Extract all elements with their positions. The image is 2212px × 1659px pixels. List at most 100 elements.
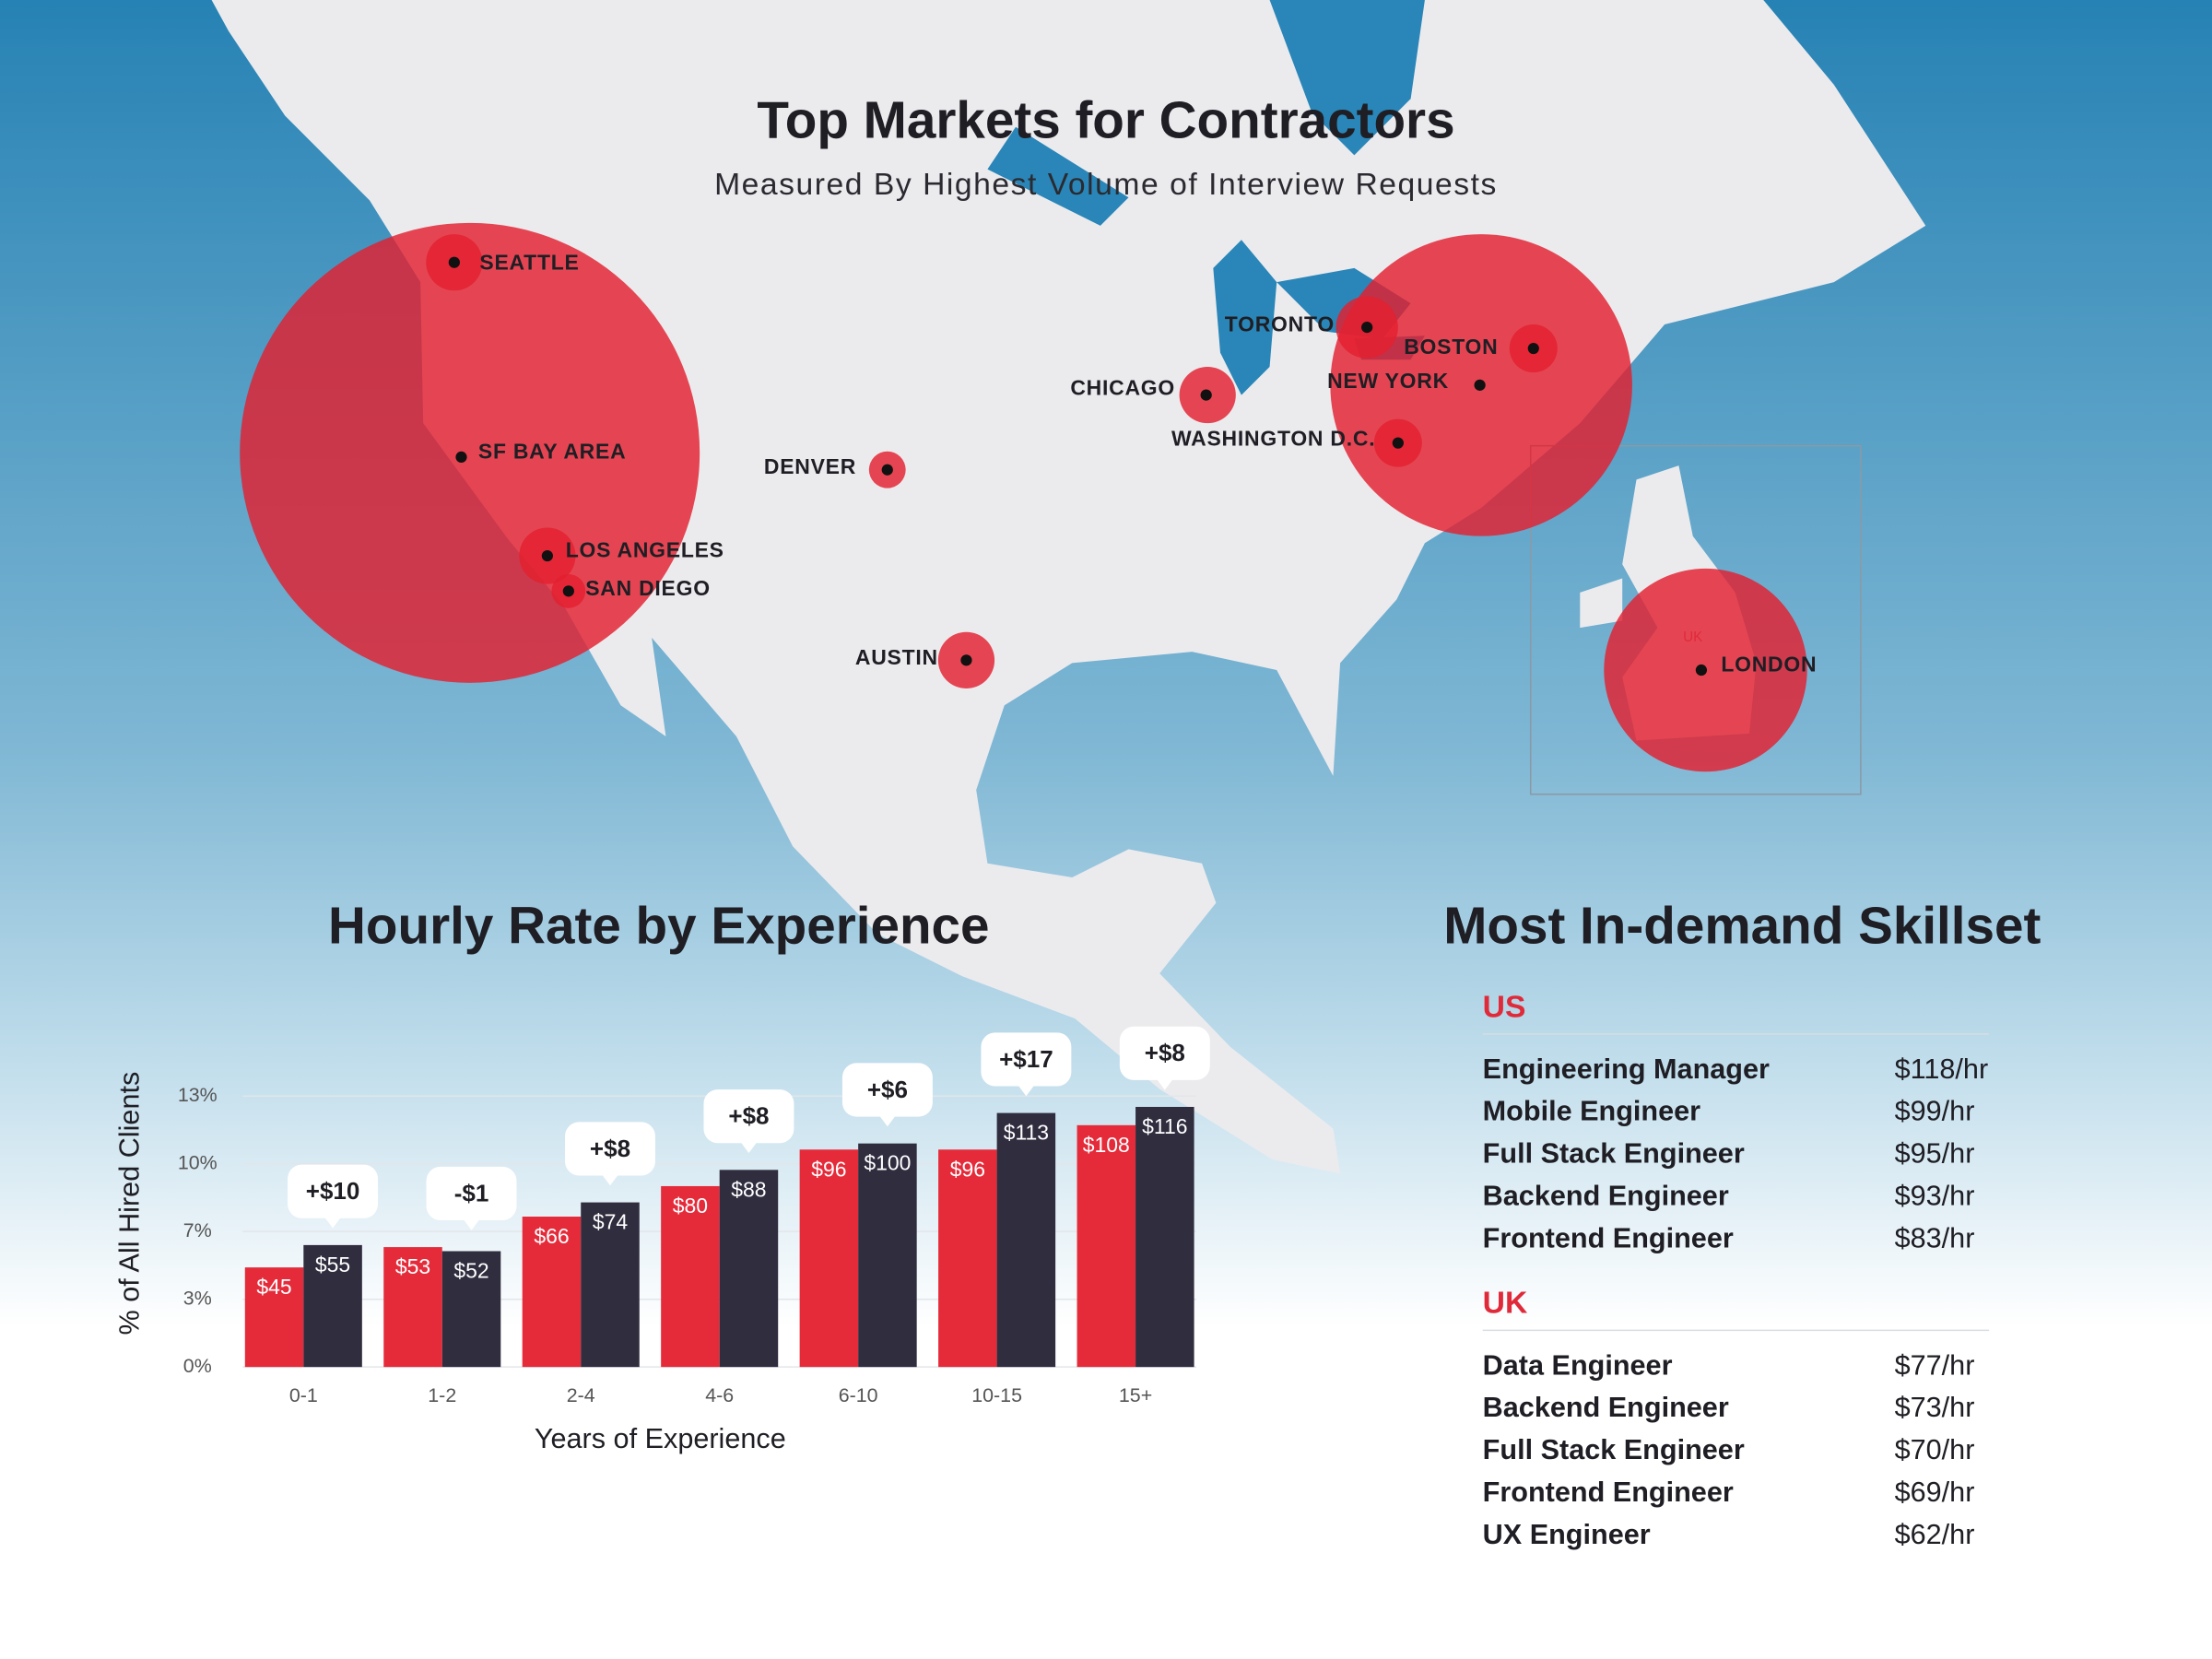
market-circle bbox=[240, 222, 700, 683]
city-label: TORONTO bbox=[1225, 312, 1335, 336]
region-heading: US bbox=[1483, 990, 1526, 1024]
city-dot bbox=[562, 585, 574, 597]
city-dot bbox=[1200, 389, 1212, 401]
change-bubble bbox=[841, 1063, 933, 1117]
skill-rate: $99/hr bbox=[1895, 1096, 1975, 1127]
bar bbox=[441, 1251, 501, 1368]
skill-name: Mobile Engineer bbox=[1483, 1096, 1700, 1127]
city-dot bbox=[960, 654, 972, 666]
bar bbox=[858, 1143, 917, 1368]
change-label: +$6 bbox=[867, 1076, 908, 1103]
skill-name: Backend Engineer bbox=[1483, 1181, 1729, 1212]
skill-name: Engineering Manager bbox=[1483, 1053, 1770, 1085]
skill-rate: $95/hr bbox=[1895, 1138, 1975, 1170]
change-bubble bbox=[288, 1164, 379, 1218]
change-label: +$10 bbox=[306, 1177, 360, 1205]
change-bubble bbox=[565, 1122, 655, 1176]
y-axis-label: % of All Hired Clients bbox=[113, 1072, 145, 1335]
change-label: +$8 bbox=[728, 1102, 769, 1130]
bar bbox=[1135, 1106, 1194, 1368]
y-tick-label: 7% bbox=[183, 1219, 212, 1241]
change-label: +$8 bbox=[1145, 1039, 1185, 1066]
region-heading: UK bbox=[1483, 1287, 1528, 1321]
change-label: +$8 bbox=[590, 1135, 630, 1162]
y-tick-label: 13% bbox=[178, 1084, 218, 1106]
bar bbox=[719, 1170, 779, 1368]
x-tick-label: 15+ bbox=[1119, 1384, 1152, 1406]
city-dot bbox=[455, 451, 467, 464]
bar bbox=[244, 1267, 304, 1368]
map-title: Top Markets for Contractors bbox=[757, 92, 1454, 150]
change-bubble-tail bbox=[878, 1115, 897, 1127]
skill-rate: $70/hr bbox=[1895, 1434, 1975, 1465]
city-label: LOS ANGELES bbox=[566, 538, 724, 562]
city-label: LONDON bbox=[1721, 653, 1817, 677]
city-label: CHICAGO bbox=[1070, 376, 1175, 400]
market-circles: SEATTLE SF BAY AREA LOS ANGELES SAN DIEGO DE… bbox=[240, 222, 1817, 772]
city-dot bbox=[1695, 664, 1708, 677]
city-label: SEATTLE bbox=[479, 250, 579, 274]
bar-rate-label: $96 bbox=[811, 1157, 846, 1181]
y-tick-label: 3% bbox=[183, 1287, 212, 1309]
y-tick-label: 10% bbox=[178, 1151, 218, 1173]
bar bbox=[303, 1244, 362, 1368]
bar-rate-label: $80 bbox=[673, 1194, 708, 1218]
skill-rate: $69/hr bbox=[1895, 1477, 1975, 1508]
change-label: +$17 bbox=[999, 1045, 1053, 1073]
bar bbox=[661, 1185, 720, 1368]
change-bubble-tail bbox=[740, 1141, 758, 1153]
x-tick-label: 0-1 bbox=[289, 1384, 318, 1406]
bar-rate-label: $74 bbox=[593, 1210, 629, 1234]
skill-name: Full Stack Engineer bbox=[1483, 1138, 1745, 1170]
skill-rate: $83/hr bbox=[1895, 1223, 1975, 1254]
skill-name: Backend Engineer bbox=[1483, 1392, 1729, 1423]
x-tick-label: 2-4 bbox=[567, 1384, 595, 1406]
city-label: DENVER bbox=[764, 454, 856, 478]
change-bubble bbox=[1119, 1026, 1210, 1080]
skill-rate: $73/hr bbox=[1895, 1392, 1975, 1423]
map-subtitle: Measured By Highest Volume of Interview … bbox=[714, 168, 1498, 202]
bar bbox=[938, 1149, 997, 1368]
x-axis-label: Years of Experience bbox=[535, 1423, 786, 1454]
bar bbox=[1077, 1124, 1136, 1368]
skill-name: Frontend Engineer bbox=[1483, 1223, 1734, 1254]
skill-name: UX Engineer bbox=[1483, 1519, 1651, 1550]
skill-rate: $118/hr bbox=[1895, 1053, 1989, 1085]
chart-title: Hourly Rate by Experience bbox=[328, 898, 990, 956]
bar bbox=[996, 1112, 1056, 1368]
change-bubble-tail bbox=[1018, 1084, 1035, 1097]
skill-rate: $62/hr bbox=[1895, 1519, 1975, 1550]
city-dot bbox=[1527, 342, 1539, 355]
bar bbox=[522, 1217, 582, 1368]
bar-rate-label: $45 bbox=[256, 1275, 291, 1299]
change-bubble-tail bbox=[601, 1173, 619, 1186]
bar-rate-label: $108 bbox=[1083, 1133, 1130, 1157]
x-tick-label: 10-15 bbox=[971, 1384, 1022, 1406]
bar-rate-label: $52 bbox=[453, 1259, 488, 1283]
skills-table: US Engineering Manager $118/hr Mobile Engin… bbox=[1483, 990, 1990, 1550]
skill-name: Data Engineer bbox=[1483, 1349, 1673, 1381]
region-label: UK bbox=[1683, 629, 1703, 645]
city-label: BOSTON bbox=[1404, 335, 1498, 359]
city-label: WASHINGTON D.C. bbox=[1171, 427, 1375, 451]
city-label: SAN DIEGO bbox=[585, 576, 711, 600]
bar-rate-label: $116 bbox=[1142, 1114, 1187, 1138]
city-label: NEW YORK bbox=[1327, 369, 1449, 393]
bar-rate-label: $113 bbox=[1004, 1121, 1049, 1145]
bar bbox=[581, 1202, 640, 1368]
change-bubble bbox=[703, 1089, 794, 1144]
city-label: SF BAY AREA bbox=[478, 439, 627, 463]
city-dot bbox=[1474, 379, 1486, 391]
city-dot bbox=[541, 549, 553, 562]
bar-rate-label: $88 bbox=[731, 1177, 766, 1201]
city-dot bbox=[881, 464, 893, 476]
x-tick-label: 1-2 bbox=[428, 1384, 456, 1406]
city-dot bbox=[1361, 321, 1373, 334]
x-tick-label: 6-10 bbox=[839, 1384, 878, 1406]
bar bbox=[799, 1149, 859, 1368]
skill-rate: $77/hr bbox=[1895, 1349, 1975, 1381]
bar-rate-label: $66 bbox=[534, 1224, 569, 1248]
y-tick-label: 0% bbox=[183, 1355, 212, 1377]
